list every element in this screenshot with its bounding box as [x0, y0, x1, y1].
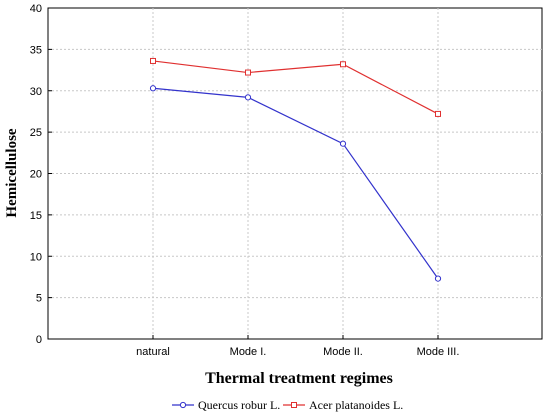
plot-area [47, 7, 543, 340]
legend-label: Quercus robur L. [198, 398, 280, 412]
legend: Quercus robur L. Acer platanoides L. [172, 398, 403, 412]
y-tick-label: 35 [30, 44, 42, 56]
series-group [149, 57, 442, 282]
gridlines [48, 8, 542, 339]
x-tick-label: Mode II. [323, 346, 363, 358]
x-axis-ticks: natural Mode I. Mode II. Mode III. [136, 335, 459, 358]
y-tick-label: 40 [30, 3, 42, 15]
data-point [339, 140, 347, 147]
y-tick-label: 10 [30, 251, 42, 263]
y-tick-label: 25 [30, 127, 42, 139]
data-point [340, 61, 346, 68]
series-2 [150, 57, 441, 117]
data-point [244, 94, 252, 101]
legend-marker [291, 402, 297, 408]
y-tick-label: 5 [36, 293, 42, 305]
x-tick-label: Mode III. [417, 346, 460, 358]
data-point [245, 69, 251, 76]
x-tick-label: natural [136, 346, 170, 358]
y-tick-label: 15 [30, 210, 42, 222]
x-tick-label: Mode I. [230, 346, 267, 358]
legend-label: Acer platanoides L. [309, 398, 403, 412]
data-point [435, 110, 441, 117]
y-tick-label: 30 [30, 86, 42, 98]
legend-marker [179, 401, 187, 409]
x-axis-title: Thermal treatment regimes [205, 370, 393, 387]
data-point [434, 275, 442, 282]
data-point [150, 57, 156, 64]
y-axis-ticks: 0 5 10 15 20 25 30 35 40 [30, 3, 52, 346]
series-line [152, 60, 439, 115]
series-1 [149, 85, 442, 282]
y-axis-title: Hemicellulose [4, 128, 20, 217]
y-tick-label: 0 [36, 334, 42, 346]
series-line [152, 87, 439, 279]
y-tick-label: 20 [30, 169, 42, 181]
data-point [149, 85, 157, 92]
